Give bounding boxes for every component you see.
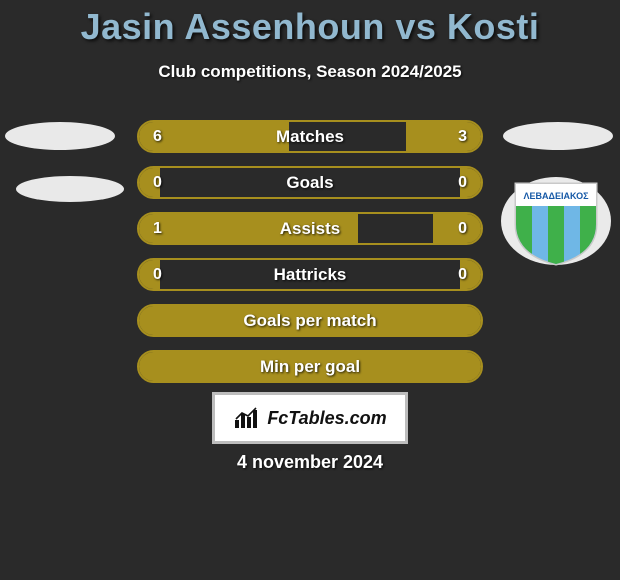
- stat-gap: [358, 214, 433, 243]
- crest-band-text: ΛΕΒΑΔΕΙΑΚΟΣ: [524, 191, 590, 201]
- stat-value-left: 0: [153, 174, 162, 192]
- stat-fill-right: [433, 214, 481, 243]
- team-crest-right: ΛΕΒΑΔΕΙΑΚΟΣ: [500, 176, 612, 266]
- stat-row: Min per goal: [137, 350, 483, 383]
- stat-label: Min per goal: [260, 357, 360, 377]
- stat-label: Matches: [276, 127, 344, 147]
- page-title: Jasin Assenhoun vs Kosti: [0, 6, 620, 48]
- stat-row: 1 0 Assists: [137, 212, 483, 245]
- stat-row: Goals per match: [137, 304, 483, 337]
- stat-label: Assists: [280, 219, 340, 239]
- site-badge: FcTables.com: [212, 392, 408, 444]
- team-badge-right-top: [503, 122, 613, 150]
- stat-row: 0 0 Hattricks: [137, 258, 483, 291]
- stat-fill-right: [406, 122, 481, 151]
- stat-value-left: 1: [153, 220, 162, 238]
- stat-label: Hattricks: [274, 265, 347, 285]
- team-badge-left-bottom: [16, 176, 124, 202]
- page-subtitle: Club competitions, Season 2024/2025: [0, 62, 620, 82]
- stat-value-right: 0: [458, 266, 467, 284]
- comparison-infographic: Jasin Assenhoun vs Kosti Club competitio…: [0, 0, 620, 580]
- team-badge-left-top: [5, 122, 115, 150]
- site-logo-icon: [233, 406, 261, 430]
- stat-value-left: 6: [153, 128, 162, 146]
- infographic-date: 4 november 2024: [0, 452, 620, 473]
- stats-panel: 6 3 Matches 0 0 Goals 1 0 Assists 0 0 Hattricks Goal…: [137, 120, 483, 396]
- stat-row: 6 3 Matches: [137, 120, 483, 153]
- stat-value-right: 0: [458, 220, 467, 238]
- stat-value-right: 3: [458, 128, 467, 146]
- site-label: FcTables.com: [267, 408, 386, 429]
- stat-value-right: 0: [458, 174, 467, 192]
- stat-value-left: 0: [153, 266, 162, 284]
- stat-label: Goals: [286, 173, 333, 193]
- stat-row: 0 0 Goals: [137, 166, 483, 199]
- stat-label: Goals per match: [243, 311, 376, 331]
